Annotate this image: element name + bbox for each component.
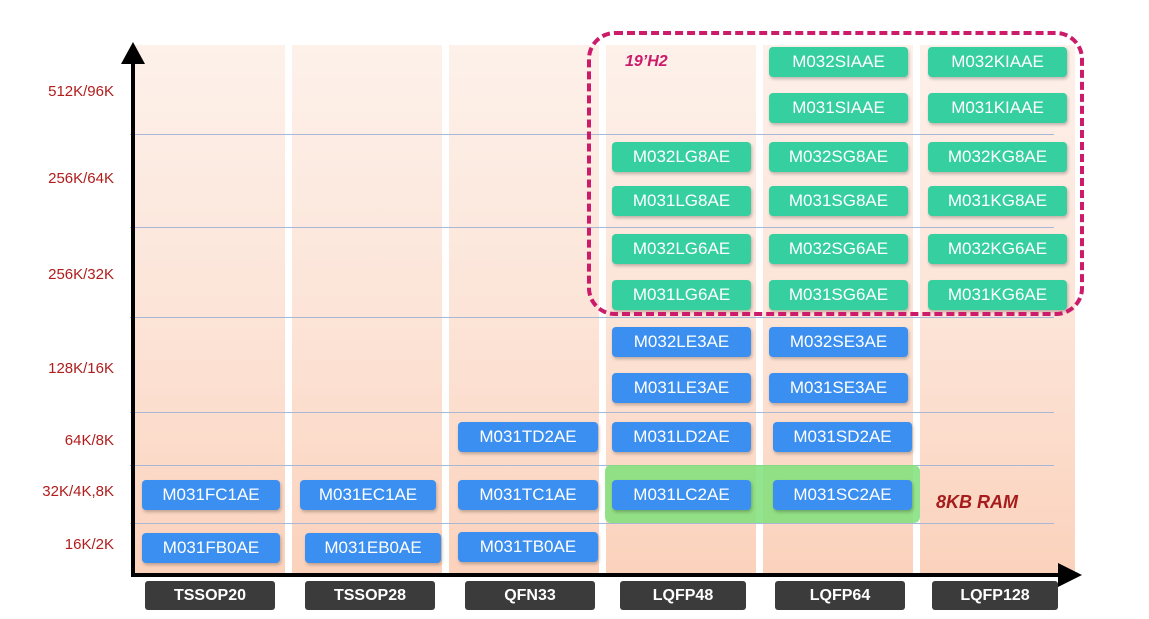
gridline: [130, 227, 1054, 228]
part-chip[interactable]: M031EB0AE: [305, 533, 441, 563]
gridline: [130, 317, 1054, 318]
part-chip[interactable]: M031LD2AE: [612, 422, 751, 452]
package-label: LQFP128: [932, 581, 1058, 610]
y-label: 256K/64K: [48, 170, 114, 187]
package-label: LQFP48: [620, 581, 746, 610]
part-chip[interactable]: M031SG6AE: [769, 280, 908, 310]
part-chip[interactable]: M031TC1AE: [458, 480, 598, 510]
part-chip[interactable]: M031LG8AE: [612, 186, 751, 216]
x-axis-arrow-icon: [1058, 563, 1082, 587]
part-chip[interactable]: M031LC2AE: [612, 480, 751, 510]
y-label: 64K/8K: [64, 432, 114, 449]
part-chip[interactable]: M032LE3AE: [612, 327, 751, 357]
part-chip[interactable]: M031KIAAE: [928, 93, 1067, 123]
part-chip[interactable]: M032KG6AE: [928, 234, 1067, 264]
part-chip[interactable]: M031LG6AE: [612, 280, 751, 310]
ram-8kb-label: 8KB RAM: [936, 492, 1019, 512]
part-chip[interactable]: M031SG8AE: [769, 186, 908, 216]
part-chip[interactable]: M032KG8AE: [928, 142, 1067, 172]
y-label: 512K/96K: [48, 83, 114, 100]
part-chip[interactable]: M031SIAAE: [769, 93, 908, 123]
part-chip[interactable]: M031TB0AE: [458, 532, 598, 562]
part-chip[interactable]: M032KIAAE: [928, 47, 1067, 77]
y-label: 16K/2K: [64, 536, 114, 553]
part-chip[interactable]: M031EC1AE: [300, 480, 436, 510]
part-chip[interactable]: M032SE3AE: [769, 327, 908, 357]
part-chip[interactable]: M032LG8AE: [612, 142, 751, 172]
package-label: TSSOP20: [145, 581, 275, 610]
part-chip[interactable]: M031LE3AE: [612, 373, 751, 403]
package-label: TSSOP28: [305, 581, 435, 610]
package-label: LQFP64: [775, 581, 905, 610]
part-chip[interactable]: M031SC2AE: [773, 480, 912, 510]
package-label: QFN33: [465, 581, 595, 610]
gridline: [130, 134, 1054, 135]
gridline: [130, 523, 1054, 524]
y-label: 256K/32K: [48, 266, 114, 283]
y-axis-arrow-icon: [121, 42, 145, 64]
y-label: 128K/16K: [48, 360, 114, 377]
part-chip[interactable]: M031KG6AE: [928, 280, 1067, 310]
release-19h2-group: [587, 31, 1084, 316]
part-chip[interactable]: M031SE3AE: [769, 373, 908, 403]
part-chip[interactable]: M032SG8AE: [769, 142, 908, 172]
release-19h2-label: 19’H2: [625, 53, 668, 70]
part-chip[interactable]: M032SG6AE: [769, 234, 908, 264]
part-chip[interactable]: M031FC1AE: [142, 480, 280, 510]
part-chip[interactable]: M032SIAAE: [769, 47, 908, 77]
gridline: [130, 412, 1054, 413]
part-chip[interactable]: M031FB0AE: [142, 533, 280, 563]
y-label: 32K/4K,8K: [42, 483, 114, 500]
part-chip[interactable]: M031SD2AE: [773, 422, 912, 452]
gridline: [130, 465, 1054, 466]
part-chip[interactable]: M031TD2AE: [458, 422, 598, 452]
part-chip[interactable]: M032LG6AE: [612, 234, 751, 264]
part-chip[interactable]: M031KG8AE: [928, 186, 1067, 216]
